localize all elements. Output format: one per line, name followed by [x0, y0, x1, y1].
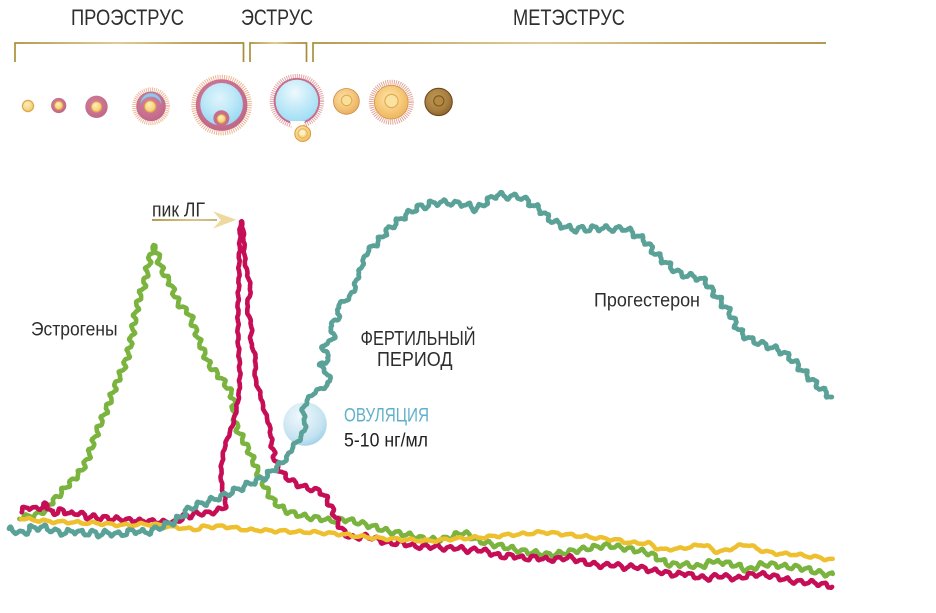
svg-text:ПРОЭСТРУС: ПРОЭСТРУС — [71, 5, 184, 30]
svg-text:Прогестерон: Прогестерон — [594, 290, 700, 312]
svg-text:ЭСТРУС: ЭСТРУС — [241, 5, 313, 30]
svg-text:ПЕРИОД: ПЕРИОД — [377, 349, 453, 371]
svg-text:ОВУЛЯЦИЯ: ОВУЛЯЦИЯ — [344, 406, 429, 427]
svg-text:ФЕРТИЛЬНЫЙ: ФЕРТИЛЬНЫЙ — [361, 326, 476, 350]
svg-text:пик ЛГ: пик ЛГ — [152, 200, 205, 222]
svg-text:Эстрогены: Эстрогены — [31, 320, 118, 341]
svg-text:5-10 нг/мл: 5-10 нг/мл — [344, 430, 428, 452]
svg-text:МЕТЭСТРУС: МЕТЭСТРУС — [513, 5, 625, 30]
